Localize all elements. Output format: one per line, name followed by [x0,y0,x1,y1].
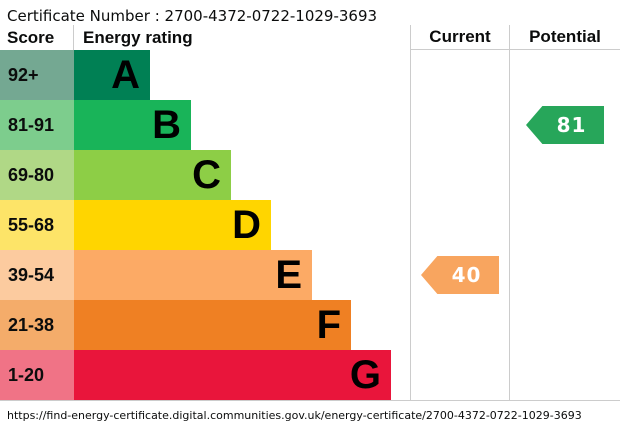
epc-band-row: 81-91 B 81 [0,100,620,150]
current-column-cell [410,300,509,350]
certificate-number: Certificate Number : 2700-4372-0722-1029… [7,7,378,25]
current-column-cell [410,50,509,100]
table-header: Score Energy rating Current Potential [0,25,620,50]
header-current: Current [410,25,509,50]
band-bar-cell: F [74,300,410,350]
potential-column-cell [509,150,620,200]
epc-band-row: 69-80 C [0,150,620,200]
band-bar-cell: A [74,50,410,100]
band-score-range: 1-20 [0,350,74,400]
epc-band-row: 21-38 F [0,300,620,350]
current-column-cell [410,100,509,150]
current-column-cell: 40 [410,250,509,300]
current-column-cell [410,350,509,400]
band-bar-cell: C [74,150,410,200]
band-score-range: 55-68 [0,200,74,250]
band-rating-bar: F [74,300,351,350]
potential-column-cell: 81 [509,100,620,150]
epc-band-row: 92+ A [0,50,620,100]
certificate-url: https://find-energy-certificate.digital.… [7,409,582,422]
potential-column-cell [509,50,620,100]
band-score-range: 39-54 [0,250,74,300]
band-bar-cell: E [74,250,410,300]
band-rows: 92+ A 81-91 B 81 69-80 [0,50,620,401]
band-score-range: 81-91 [0,100,74,150]
band-rating-bar: A [74,50,150,100]
current-rating-arrow: 40 [421,256,499,294]
band-rating-bar: G [74,350,391,400]
epc-band-row: 55-68 D [0,200,620,250]
band-rating-bar: B [74,100,191,150]
epc-band-row: 39-54 E 40 [0,250,620,300]
band-bar-cell: B [74,100,410,150]
band-rating-bar: E [74,250,312,300]
header-energy-rating: Energy rating [83,27,193,47]
potential-column-cell [509,350,620,400]
band-bar-cell: G [74,350,410,400]
current-column-cell [410,150,509,200]
current-column-cell [410,200,509,250]
potential-column-cell [509,200,620,250]
header-score: Score [0,25,74,50]
band-score-range: 69-80 [0,150,74,200]
band-score-range: 21-38 [0,300,74,350]
potential-rating-arrow: 81 [526,106,604,144]
band-bar-cell: D [74,200,410,250]
epc-band-row: 1-20 G [0,350,620,400]
band-score-range: 92+ [0,50,74,100]
epc-chart: Score Energy rating Current Potential 92… [0,25,620,401]
header-potential: Potential [509,25,620,50]
band-rating-bar: D [74,200,271,250]
band-rating-bar: C [74,150,231,200]
potential-column-cell [509,250,620,300]
potential-column-cell [509,300,620,350]
